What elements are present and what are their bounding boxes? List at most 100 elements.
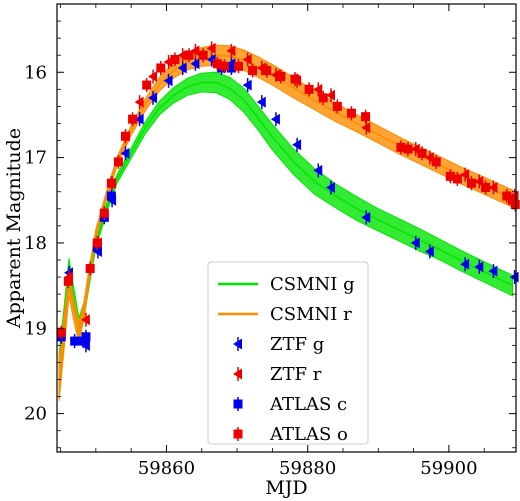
- ztf-g-point: [148, 90, 158, 105]
- atlas-o-point: [120, 129, 130, 144]
- ztf-g-point: [134, 112, 144, 127]
- ztf-r-point: [325, 88, 335, 103]
- atlas-o-point: [403, 142, 413, 157]
- x-axis-label: MJD: [265, 477, 307, 499]
- atlas-o-point: [304, 82, 314, 97]
- atlas-o-point: [85, 261, 95, 276]
- ztf-r-point: [410, 142, 420, 157]
- legend-label: ATLAS o: [269, 424, 348, 445]
- legend-swatch: [233, 337, 242, 351]
- atlas-o-point: [142, 78, 152, 93]
- atlas-o-point: [92, 235, 102, 250]
- legend-label: ATLAS c: [269, 394, 347, 415]
- atlas-c-point: [106, 189, 116, 203]
- atlas-o-point: [481, 180, 491, 195]
- atlas-o-point: [361, 109, 371, 124]
- ztf-r-point: [148, 69, 158, 84]
- atlas-o-point: [63, 274, 73, 289]
- atlas-o-point: [276, 69, 286, 84]
- x-tick-label: 59880: [279, 458, 336, 479]
- legend-entry-atlas-o: ATLAS o: [233, 424, 348, 445]
- ztf-g-point: [242, 78, 252, 93]
- atlas-o-point: [99, 206, 109, 221]
- legend-entry-ztf-g: ZTF g: [233, 334, 324, 355]
- data-points: [56, 41, 520, 353]
- ztf-g-point: [177, 61, 187, 75]
- ztf-g-point: [325, 180, 335, 195]
- legend: CSMNI g CSMNI r ZTF g ZTF r ATLAS c ATLAS o: [207, 261, 369, 445]
- legend-label: ZTF r: [270, 364, 322, 385]
- atlas-o-point: [346, 106, 356, 121]
- ztf-g-point: [460, 257, 470, 272]
- ztf-r-point: [424, 150, 434, 165]
- atlas-o-point: [502, 189, 512, 203]
- ztf-g-point: [256, 95, 266, 110]
- ztf-g-point: [488, 264, 498, 279]
- csmni-r-model-line: [58, 54, 513, 380]
- atlas-c-point: [81, 329, 91, 344]
- atlas-o-point: [233, 59, 243, 74]
- ztf-r-point: [474, 174, 484, 189]
- atlas-o-point: [431, 154, 441, 169]
- ztf-r-point: [488, 180, 498, 195]
- ztf-g-point: [313, 163, 323, 178]
- atlas-o-point: [417, 146, 427, 161]
- legend-label: ZTF g: [270, 334, 324, 355]
- ztf-g-point: [410, 235, 420, 250]
- ztf-g-point: [292, 137, 302, 152]
- ztf-r-point: [206, 41, 216, 56]
- atlas-c-point: [226, 61, 236, 75]
- legend-swatch: [233, 397, 243, 411]
- ztf-g-point: [474, 259, 484, 274]
- axes: 59860 59880 59900 16 17 18 19 20: [24, 3, 517, 479]
- atlas-o-point: [318, 90, 328, 105]
- atlas-o-point: [510, 197, 520, 212]
- atlas-o-point: [198, 48, 208, 63]
- ztf-r-point: [177, 48, 187, 63]
- ztf-r-point: [134, 95, 144, 110]
- atlas-o-point: [106, 176, 116, 191]
- ztf-g-point: [163, 73, 173, 88]
- legend-entry-csmni-g: CSMNI g: [218, 274, 355, 295]
- legend-entry-atlas-c: ATLAS c: [233, 394, 347, 415]
- y-tick-label: 16: [24, 62, 47, 83]
- atlas-o-point: [290, 72, 300, 87]
- y-axis-label: Apparent Magnitude: [3, 128, 25, 329]
- ztf-r-point: [460, 167, 470, 182]
- atlas-o-series: [56, 48, 520, 340]
- ztf-r-point: [242, 52, 252, 67]
- ztf-r-point: [163, 55, 173, 70]
- ztf-g-point: [120, 146, 130, 161]
- atlas-o-point: [184, 48, 194, 63]
- ztf-r-point: [190, 43, 200, 58]
- ztf-g-point: [190, 56, 200, 71]
- y-tick-label: 18: [24, 233, 47, 254]
- atlas-o-point: [445, 169, 455, 184]
- atlas-o-point: [452, 171, 462, 186]
- y-tick-label: 17: [24, 148, 47, 169]
- plot-frame: [56, 3, 517, 453]
- legend-entry-csmni-r: CSMNI r: [218, 304, 352, 325]
- ztf-g-point: [361, 210, 371, 225]
- atlas-o-point: [219, 59, 229, 74]
- ztf-g-point: [270, 112, 280, 127]
- atlas-o-point: [248, 63, 258, 78]
- atlas-o-point: [262, 63, 272, 78]
- atlas-o-point: [396, 140, 406, 155]
- atlas-o-point: [212, 56, 222, 71]
- ztf-r-point: [313, 82, 323, 97]
- atlas-o-point: [332, 99, 342, 114]
- y-tick-label: 20: [24, 404, 47, 425]
- legend-entry-ztf-r: ZTF r: [233, 364, 322, 385]
- atlas-c-point: [70, 334, 80, 349]
- y-tick-label: 19: [24, 318, 47, 339]
- x-tick-label: 59900: [420, 458, 477, 479]
- x-tick-label: 59860: [138, 458, 195, 479]
- ztf-g-point: [424, 244, 434, 259]
- atlas-o-point: [156, 61, 166, 75]
- legend-swatch: [233, 427, 243, 441]
- atlas-o-point: [113, 154, 123, 169]
- atlas-o-point: [170, 52, 180, 67]
- csmni-g-model-band: [58, 71, 513, 397]
